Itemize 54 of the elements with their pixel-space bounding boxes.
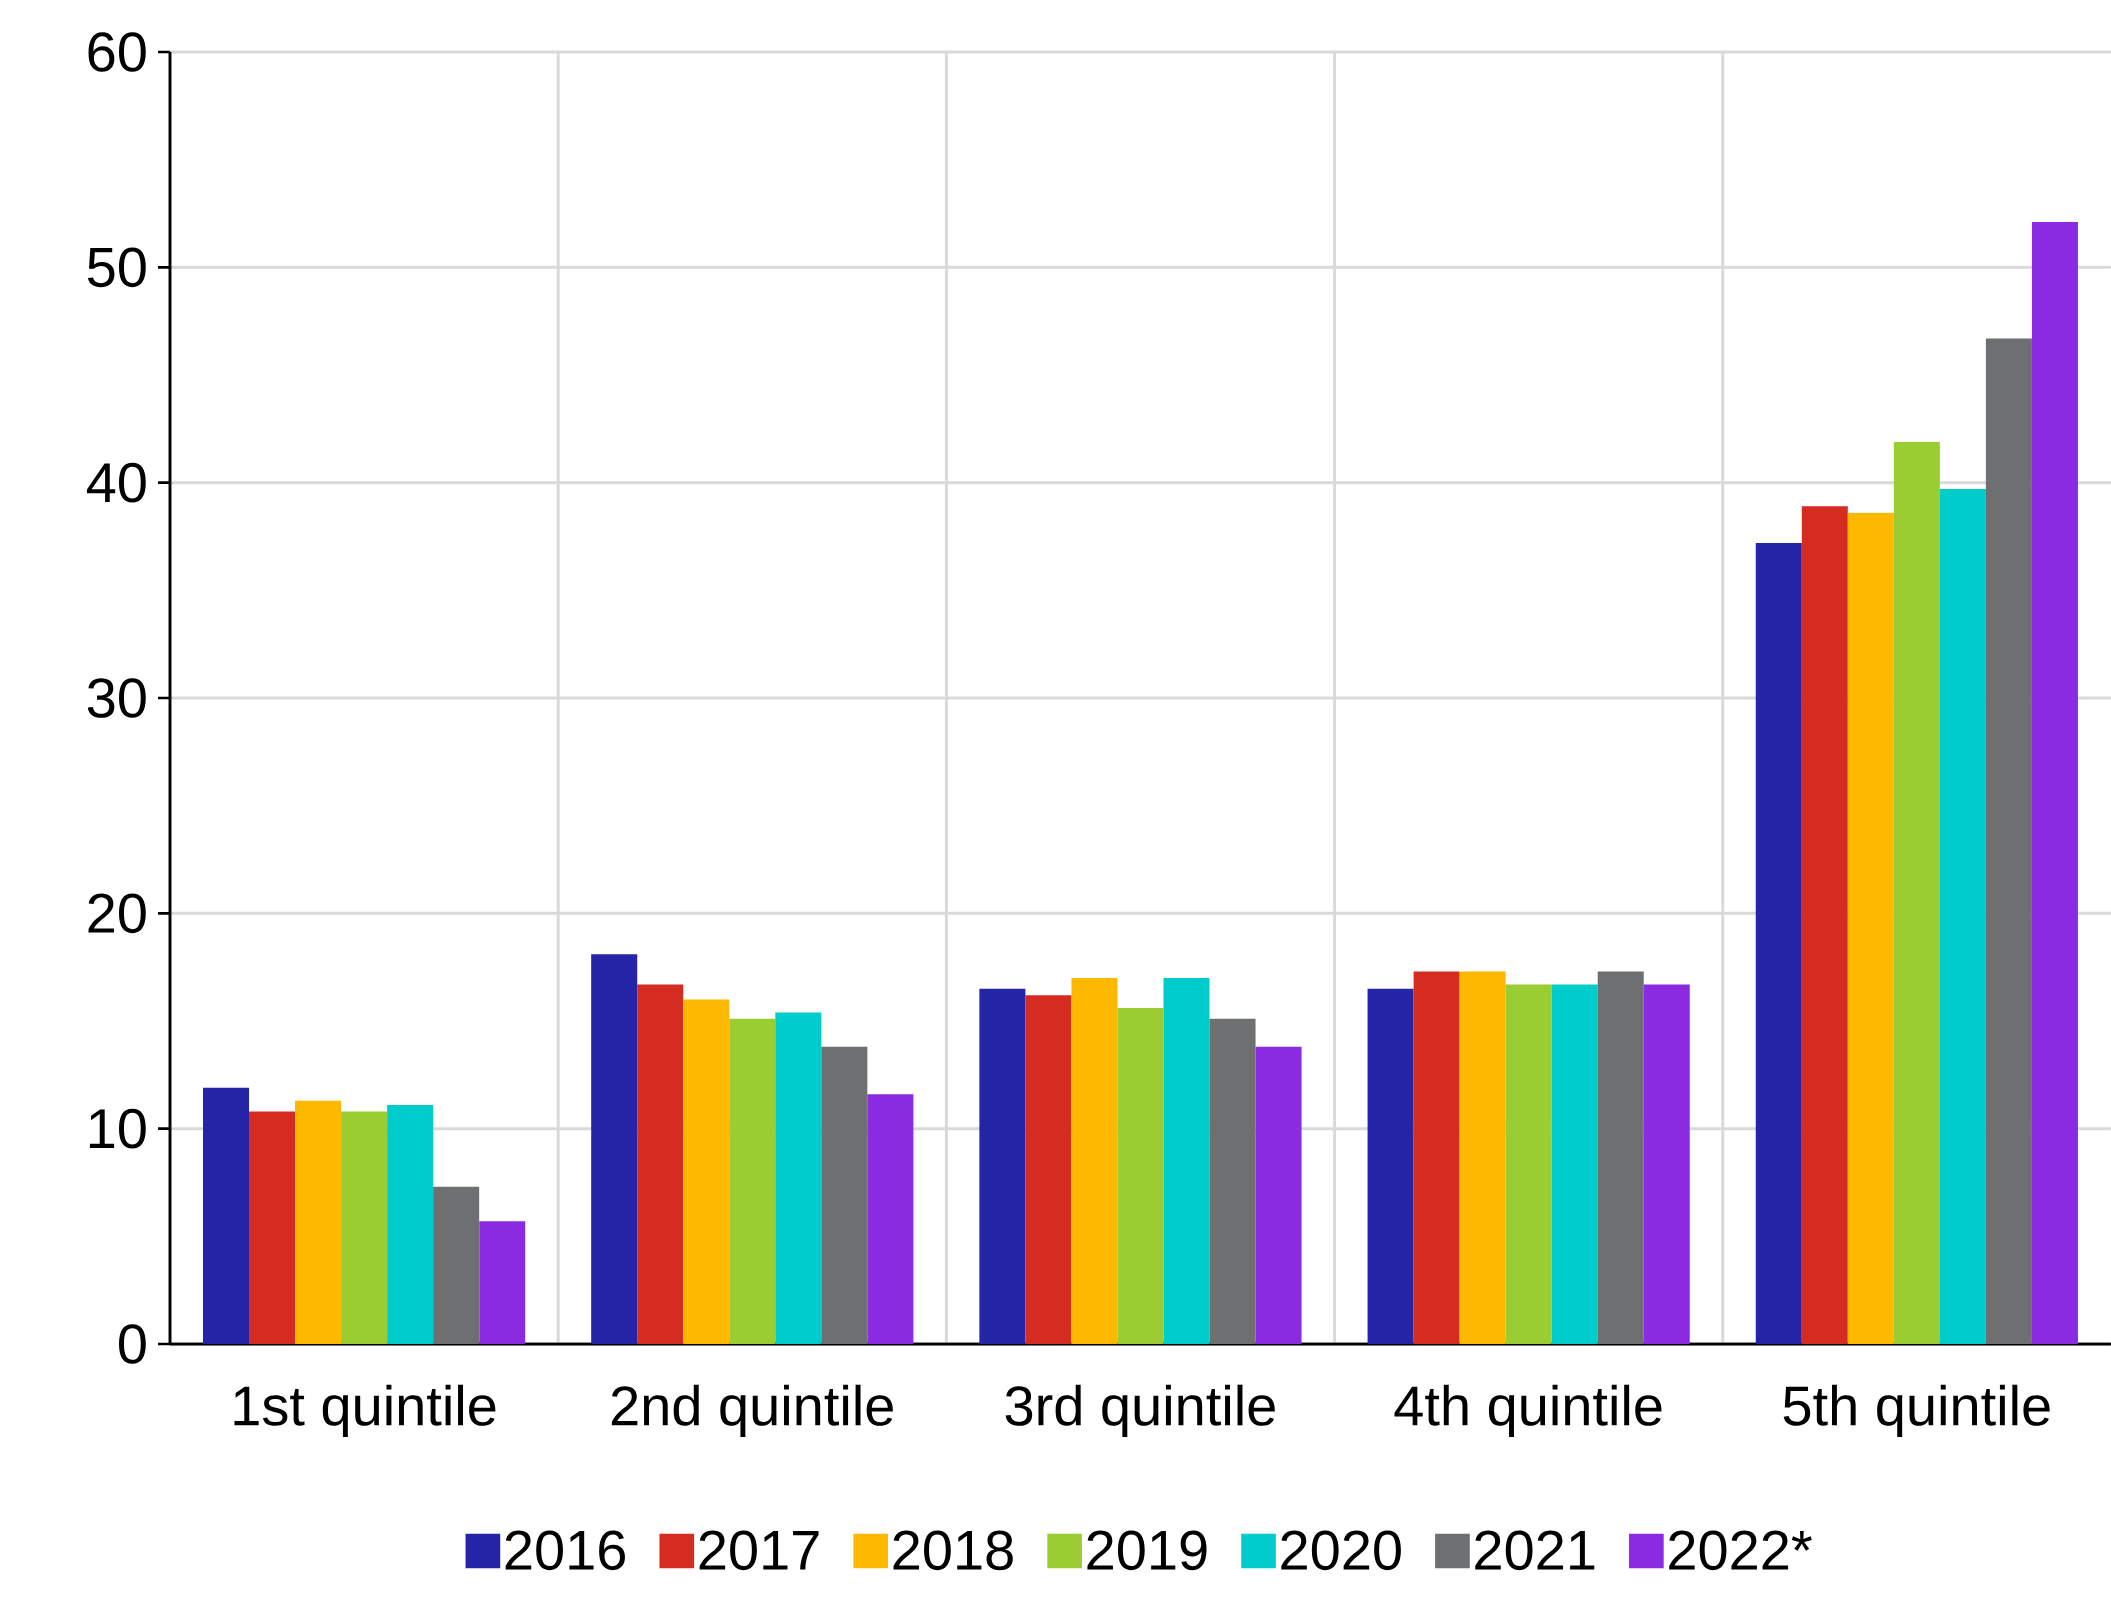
bar (1939, 489, 1986, 1344)
bar (1117, 1008, 1164, 1344)
bar (1025, 995, 1072, 1344)
x-tick-label: 3rd quintile (1005, 1384, 1275, 1437)
bar (1755, 542, 1802, 1344)
legend-label: 2022* (1669, 1530, 1812, 1571)
bar (729, 1018, 776, 1344)
bar (867, 1094, 914, 1344)
bar (1847, 512, 1894, 1344)
x-tick-label: 5th quintile (1783, 1384, 2050, 1437)
y-tick-label: 60 (88, 32, 146, 72)
bar (979, 988, 1026, 1344)
legend-label: 2017 (699, 1530, 819, 1571)
y-tick-label: 40 (86, 462, 146, 503)
bar (821, 1046, 868, 1344)
y-tick-label: 20 (88, 893, 146, 934)
bar (1163, 977, 1210, 1344)
bar (387, 1104, 434, 1344)
bar (433, 1186, 480, 1344)
bar (1459, 971, 1506, 1344)
bar (1255, 1046, 1302, 1344)
bar (341, 1111, 388, 1344)
bar (1597, 971, 1644, 1344)
bar (1071, 977, 1118, 1344)
bar (295, 1100, 342, 1344)
bar (1551, 984, 1598, 1344)
bar (683, 999, 730, 1344)
bar (479, 1221, 526, 1344)
bar (1209, 1018, 1256, 1344)
bar (2031, 222, 2078, 1344)
y-tick-label: 30 (87, 678, 146, 718)
bar (1801, 506, 1848, 1344)
y-tick-label: 50 (87, 247, 146, 288)
bar (1367, 988, 1414, 1344)
legend-label: 2021 (1475, 1530, 1595, 1571)
x-tick-label: 2nd quintile (611, 1384, 893, 1437)
bar (1643, 984, 1690, 1344)
legend-label: 2018 (893, 1530, 1013, 1571)
legend-label: 2016 (505, 1530, 625, 1571)
bar (1505, 984, 1552, 1344)
legend-label: 2019 (1087, 1530, 1207, 1571)
y-tick-label: 10 (89, 1108, 146, 1149)
x-tick-label: 4th quintile (1394, 1384, 1662, 1437)
bar (1985, 338, 2032, 1344)
bar (637, 984, 684, 1344)
bar (775, 1012, 822, 1344)
x-tick-label: 1st quintile (234, 1384, 496, 1437)
y-tick-label: 0 (119, 1324, 146, 1364)
legend-label: 2020 (1281, 1530, 1401, 1571)
bar (1413, 971, 1460, 1344)
bar (1893, 441, 1940, 1344)
bar (249, 1111, 296, 1344)
bar (591, 954, 638, 1344)
bar (203, 1087, 250, 1344)
